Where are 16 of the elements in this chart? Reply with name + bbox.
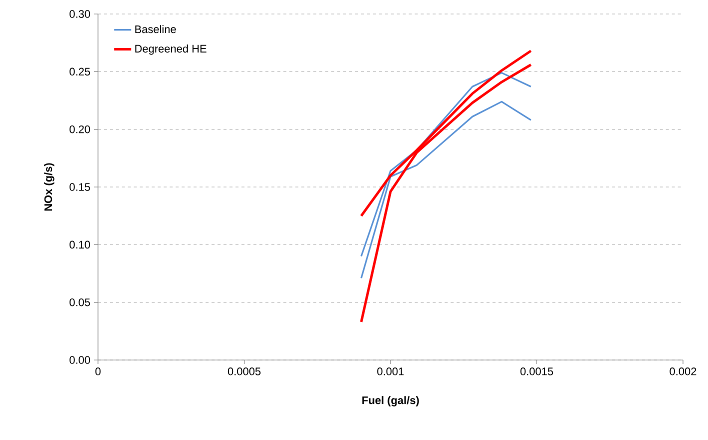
y-tick-label: 0.20 bbox=[70, 125, 90, 134]
y-tick-label: 0.25 bbox=[70, 68, 90, 76]
legend-label: Baseline bbox=[135, 25, 176, 34]
y-tick-label: 0.00 bbox=[70, 356, 90, 364]
x-axis-title: Fuel (gal/s) bbox=[362, 396, 419, 406]
legend-label: Degreened HE bbox=[135, 44, 206, 55]
y-tick-label: 0.05 bbox=[70, 298, 90, 306]
x-tick-label: 0 bbox=[95, 368, 101, 376]
x-tick-label: 0.001 bbox=[377, 368, 404, 376]
y-tick-label: 0.15 bbox=[70, 183, 90, 191]
y-axis-title: NOx (g/s) bbox=[44, 163, 54, 211]
x-tick-label: 0.002 bbox=[670, 368, 696, 376]
x-tick-label: 0.0015 bbox=[520, 368, 554, 376]
y-tick-label: 0.10 bbox=[70, 240, 90, 249]
y-tick-label: 0.30 bbox=[70, 10, 90, 18]
x-tick-label: 0.0005 bbox=[228, 368, 261, 376]
